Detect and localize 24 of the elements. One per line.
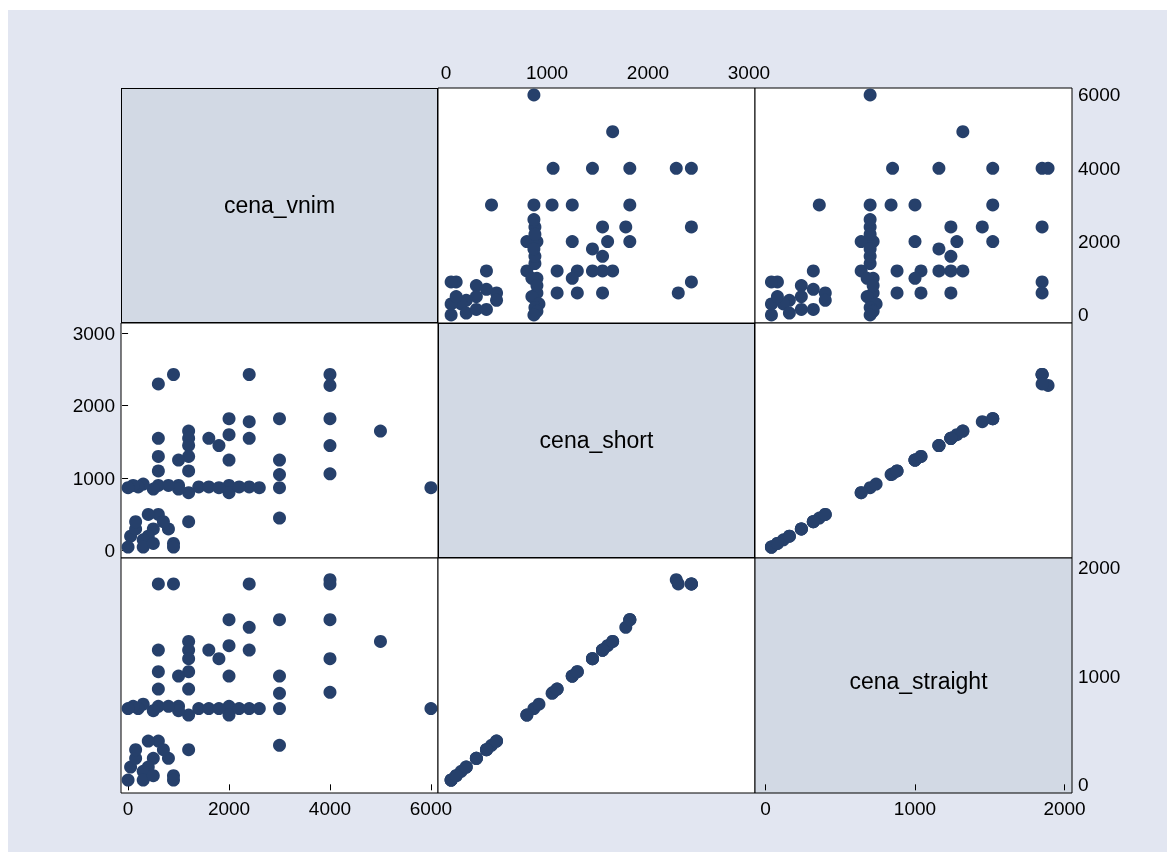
y-tick-label: 0 (1078, 304, 1089, 326)
x-tick-label: 1000 (525, 62, 569, 83)
y-tick-label: 2000 (72, 395, 115, 417)
y-tick-label: 4000 (1078, 157, 1121, 179)
y-tick-label: 1000 (72, 467, 115, 489)
x-tick-label: 2000 (626, 62, 670, 83)
x-tick-label: 0 (440, 62, 452, 83)
y-tick-label: 2000 (1078, 557, 1121, 579)
y-tick-label: 0 (104, 540, 115, 562)
text: cena_short (539, 427, 654, 454)
text: cena_vnim (223, 192, 336, 219)
text: cena_straight (849, 667, 989, 694)
y-tick-label: 0 (1078, 773, 1089, 795)
y-tick-label: 2000 (1078, 231, 1121, 253)
x-tick-label: 0 (760, 798, 771, 819)
x-tick-label: 6000 (409, 798, 453, 819)
x-tick-label: 2000 (207, 798, 251, 819)
x-tick-label: 0 (122, 798, 134, 819)
x-tick-label: 3000 (727, 62, 771, 83)
y-tick-label: 6000 (1078, 84, 1121, 106)
y-tick-label: 3000 (72, 322, 115, 344)
y-tick-label: 1000 (1078, 665, 1121, 687)
x-tick-label: 4000 (308, 798, 352, 819)
x-tick-label: 1000 (893, 798, 937, 819)
